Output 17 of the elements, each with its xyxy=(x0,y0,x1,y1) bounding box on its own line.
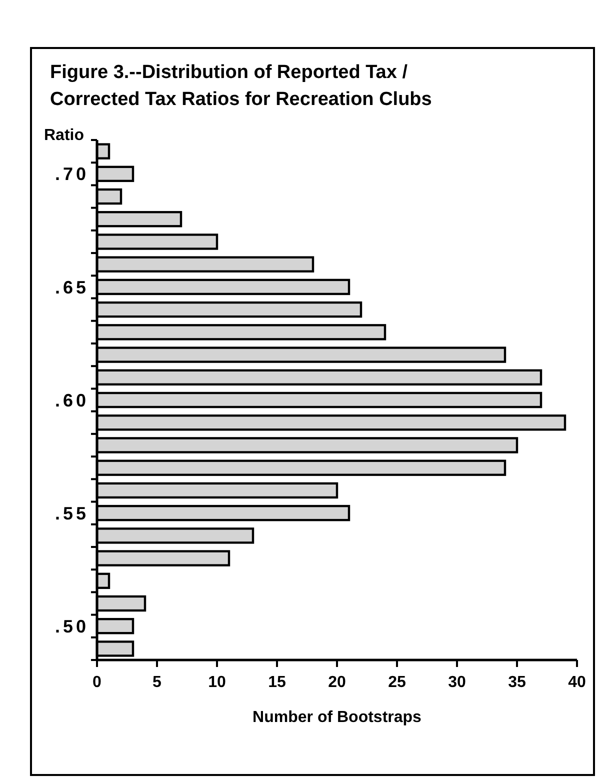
chart-title: Figure 3.--Distribution of Reported Tax / Corrected Tax Ratios for Recreation Clubs xyxy=(50,62,432,110)
x-tick-label: 0 xyxy=(92,674,102,691)
y-tick-label: .55 xyxy=(54,503,89,524)
x-tick-label: 30 xyxy=(448,674,466,691)
x-tick-label: 40 xyxy=(568,674,586,691)
x-tick-label: 35 xyxy=(508,674,526,691)
y-tick-label: .50 xyxy=(54,616,89,636)
x-tick-label: 5 xyxy=(152,674,162,691)
x-tick-label: 10 xyxy=(208,674,226,691)
y-tick-label: .70 xyxy=(54,164,89,184)
x-tick-label: 25 xyxy=(388,674,406,691)
x-axis-title: Number of Bootstraps xyxy=(252,709,422,726)
y-tick-label: .65 xyxy=(54,277,89,298)
y-axis-title: Ratio xyxy=(44,127,84,144)
x-tick-label: 15 xyxy=(268,674,286,691)
x-tick-label: 20 xyxy=(328,674,346,691)
y-tick-label: .60 xyxy=(54,390,89,410)
